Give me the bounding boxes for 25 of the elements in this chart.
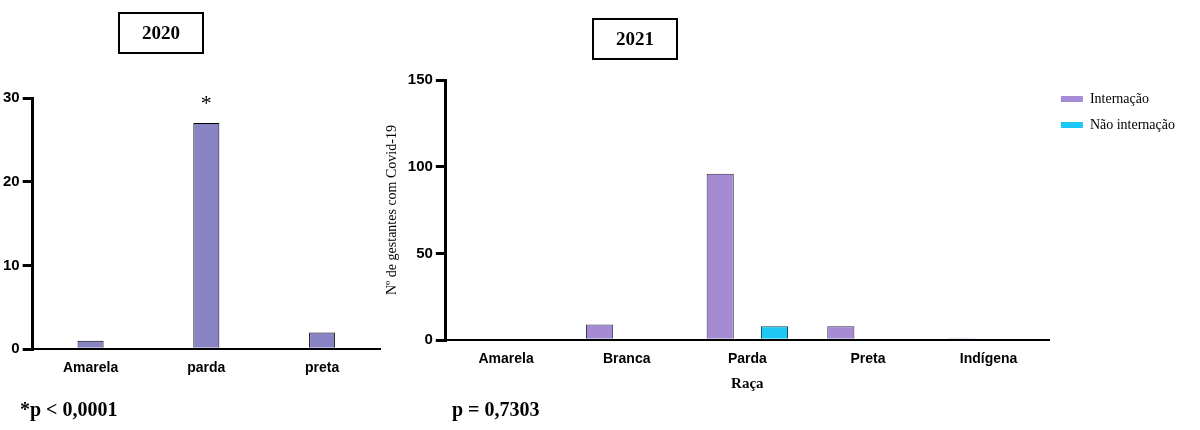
- y-tick-label: 10: [3, 255, 20, 273]
- y-tick-label: 0: [11, 339, 20, 357]
- y-tick-label: 30: [3, 88, 20, 106]
- y-tick-label: 150: [407, 70, 433, 88]
- annotation: *: [200, 89, 212, 115]
- x-tick-label: Preta: [850, 350, 886, 367]
- text: p = 0,7303: [452, 398, 540, 421]
- x-tick-label: Amarela: [62, 359, 119, 376]
- y-tick-label: 50: [416, 243, 433, 261]
- x-tick-label: Amarela: [478, 350, 534, 367]
- x-tick-label: Parda: [727, 350, 768, 367]
- text: *p < 0,0001: [20, 398, 118, 421]
- y-tick-label: 20: [3, 171, 20, 189]
- x-axis-title: Raça: [731, 374, 765, 391]
- y-axis-title: Nº de gestantes com Covid-19: [384, 125, 400, 296]
- legend-label: Não internação: [1089, 116, 1175, 132]
- x-tick-label: parda: [187, 359, 226, 376]
- chart-title: 2021: [592, 18, 678, 60]
- x-tick-label: Indígena: [959, 350, 1018, 367]
- chart-title: 2020: [118, 12, 204, 54]
- legend-label: Internação: [1089, 90, 1149, 106]
- x-tick-label: preta: [305, 359, 340, 376]
- y-tick-label: 100: [407, 156, 433, 174]
- x-tick-label: Branca: [603, 350, 651, 367]
- y-tick-label: 0: [424, 330, 433, 348]
